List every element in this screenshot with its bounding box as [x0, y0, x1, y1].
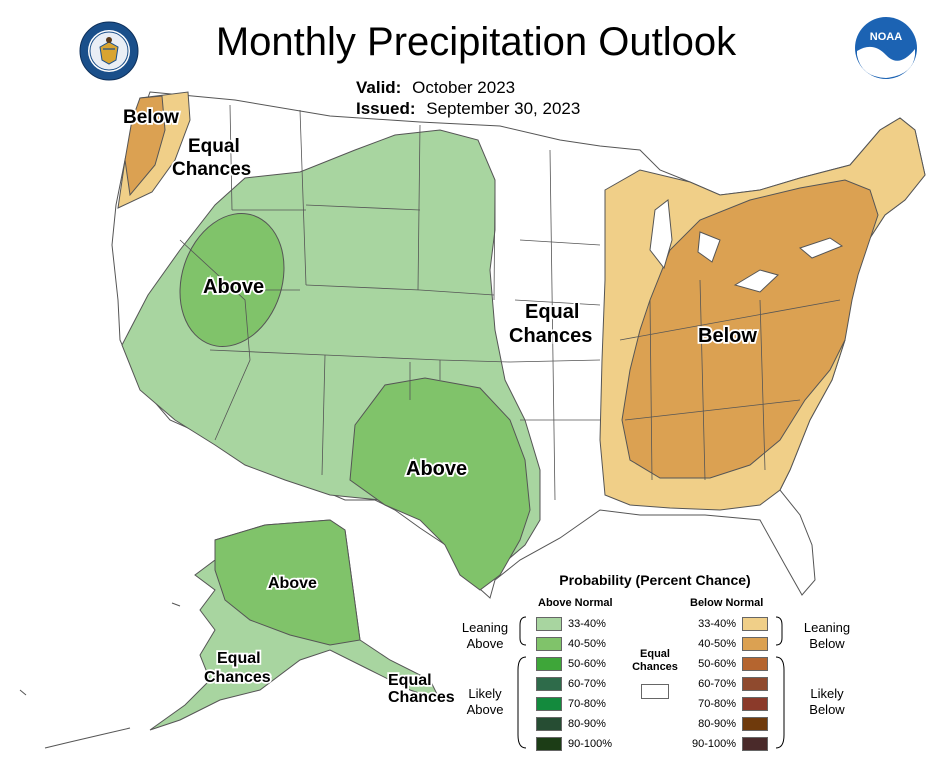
region-above-40-50-west [179, 213, 285, 347]
legend-below-row-swatch [742, 677, 768, 691]
legend-above-row-label: 40-50% [568, 638, 606, 650]
legend-below-row-label: 40-50% [698, 638, 736, 650]
label-central-equal-1: Equal [525, 301, 579, 323]
legend-below-row-swatch [742, 697, 768, 711]
legend-below-row-label: 70-80% [698, 698, 736, 710]
legend-below-row-label: 90-100% [691, 738, 736, 750]
legend-below-row-swatch [742, 717, 768, 731]
legend-above-row-label: 50-60% [568, 658, 606, 670]
label-panhandle-equal-1: Equal [388, 672, 432, 689]
issued-value: September 30, 2023 [426, 99, 581, 118]
legend-above-header: Above Normal [538, 597, 613, 609]
legend-equal-swatch [641, 684, 669, 699]
legend-above-row-swatch [536, 617, 562, 631]
legend-title: Probability (Percent Chance) [559, 572, 751, 588]
label-alaska-equal-2: Chances [204, 669, 271, 686]
legend-above-row-swatch [536, 697, 562, 711]
valid-label: Valid: [356, 78, 402, 97]
great-lakes [649, 199, 844, 293]
legend-likely-above-line1: Likely [468, 686, 502, 701]
legend-above-row-swatch [536, 657, 562, 671]
label-east-below: Below [698, 325, 757, 347]
label-alaska-equal-1: Equal [217, 650, 261, 667]
legend-leaning-above-line1: Leaning [461, 620, 509, 635]
doc-seal-icon [79, 21, 139, 81]
legend-above-row-label: 33-40% [568, 618, 606, 630]
label-alaska-above: Above [268, 575, 317, 592]
legend-equal-line2: Chances [632, 661, 678, 673]
valid-value: October 2023 [412, 78, 516, 97]
legend-above-row-label: 80-90% [568, 718, 606, 730]
legend-below-row-label: 50-60% [698, 658, 736, 670]
legend-above-row-swatch [536, 637, 562, 651]
issued-row: Issued: September 30, 2023 [356, 99, 580, 119]
legend-leaning-below: Leaning Below [790, 620, 864, 652]
legend-below-row-label: 80-90% [698, 718, 736, 730]
legend-likely-below-line1: Likely [810, 686, 844, 701]
legend-below-row-swatch [742, 657, 768, 671]
noaa-logo-text: NOAA [870, 31, 902, 43]
alaska-islands [19, 602, 181, 749]
label-nw-equal-2: Chances [172, 159, 251, 180]
legend-above-row-swatch [536, 677, 562, 691]
legend-equal-line1: Equal [640, 648, 670, 660]
legend-above-row-swatch [536, 717, 562, 731]
label-nw-equal-1: Equal [188, 136, 240, 157]
legend-above-row-label: 60-70% [568, 678, 606, 690]
legend-leaning-above-line2: Above [466, 636, 504, 651]
legend-above-row-label: 70-80% [568, 698, 606, 710]
legend-leaning-above: Leaning Above [448, 620, 522, 652]
legend-above-row-swatch [536, 737, 562, 751]
legend-below-header: Below Normal [690, 597, 764, 609]
region-below-40-50-nw [124, 95, 166, 197]
legend-below-row-label: 60-70% [698, 678, 736, 690]
label-texas-above: Above [406, 458, 467, 480]
legend-below-row-swatch [742, 737, 768, 751]
legend-leaning-below-line1: Leaning [803, 620, 851, 635]
label-nw-below: Below [123, 107, 179, 128]
issued-label: Issued: [356, 99, 416, 118]
region-above-40-50-texas [349, 377, 531, 591]
valid-row: Valid: October 2023 [356, 78, 515, 98]
legend-above-row-label: 90-100% [568, 738, 613, 750]
region-above-40-50-alaska [214, 519, 361, 646]
page-title: Monthly Precipitation Outlook [215, 20, 737, 64]
label-central-equal-2: Chances [509, 325, 592, 347]
legend-equal-chances: Equal Chances [625, 648, 685, 674]
legend-likely-below-line2: Below [809, 702, 845, 717]
legend-leaning-below-line2: Below [809, 636, 845, 651]
legend-likely-below: Likely Below [790, 686, 864, 718]
legend-below-row-label: 33-40% [698, 618, 736, 630]
label-west-above: Above [203, 276, 264, 298]
legend-below-row-swatch [742, 617, 768, 631]
noaa-logo-icon: NOAA [855, 17, 917, 79]
state-boundaries [179, 104, 841, 501]
legend-likely-above-line2: Above [466, 702, 504, 717]
label-panhandle-equal-2: Chances [388, 689, 455, 706]
legend-likely-above: Likely Above [448, 686, 522, 718]
legend-below-row-swatch [742, 637, 768, 651]
